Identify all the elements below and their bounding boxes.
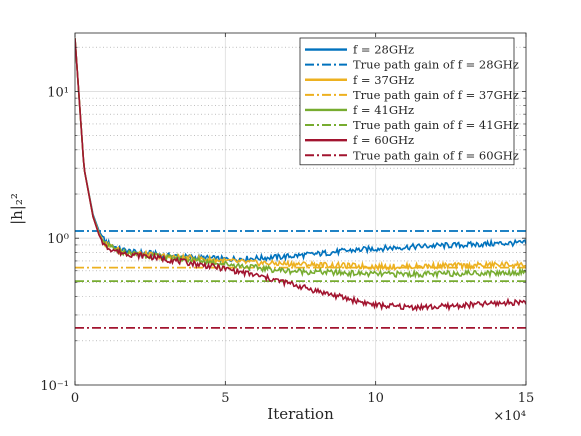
x-axis-exponent: ×10⁴ bbox=[493, 409, 526, 424]
tick-labels: 0 5 10 15 10⁻¹ 10⁰ 10¹ bbox=[40, 85, 534, 406]
series-line-2 bbox=[75, 38, 526, 272]
legend-entry-label: True path gain of f = 37GHz bbox=[353, 88, 519, 102]
legend-entry-label: True path gain of f = 28GHz bbox=[353, 58, 519, 72]
legend-entry-label: f = 28GHz bbox=[353, 43, 414, 57]
legend-entry-label: f = 37GHz bbox=[353, 73, 414, 87]
y-axis-title: |h|₂² bbox=[8, 193, 26, 225]
series-line-0 bbox=[75, 38, 526, 264]
legend-box bbox=[299, 37, 515, 166]
legend-entry-label: f = 41GHz bbox=[353, 103, 414, 117]
y-tick-label: 10¹ bbox=[47, 85, 69, 100]
legend-entry-label: True path gain of f = 41GHz bbox=[353, 118, 519, 132]
legend-entry-label: True path gain of f = 60GHz bbox=[353, 148, 519, 162]
plot-frame bbox=[74, 32, 527, 386]
axis-ticks bbox=[74, 33, 527, 386]
series-line-6 bbox=[75, 38, 526, 313]
series-layer bbox=[75, 38, 526, 329]
y-tick-label: 10⁰ bbox=[47, 232, 69, 247]
x-tick-label: 5 bbox=[221, 391, 229, 406]
x-tick-label: 10 bbox=[367, 391, 384, 406]
x-tick-label: 0 bbox=[71, 391, 79, 406]
x-tick-label: 15 bbox=[518, 391, 535, 406]
y-tick-label: 10⁻¹ bbox=[40, 379, 69, 394]
x-axis-title: Iteration bbox=[267, 405, 334, 423]
legend-entry-label: f = 60GHz bbox=[353, 133, 414, 147]
